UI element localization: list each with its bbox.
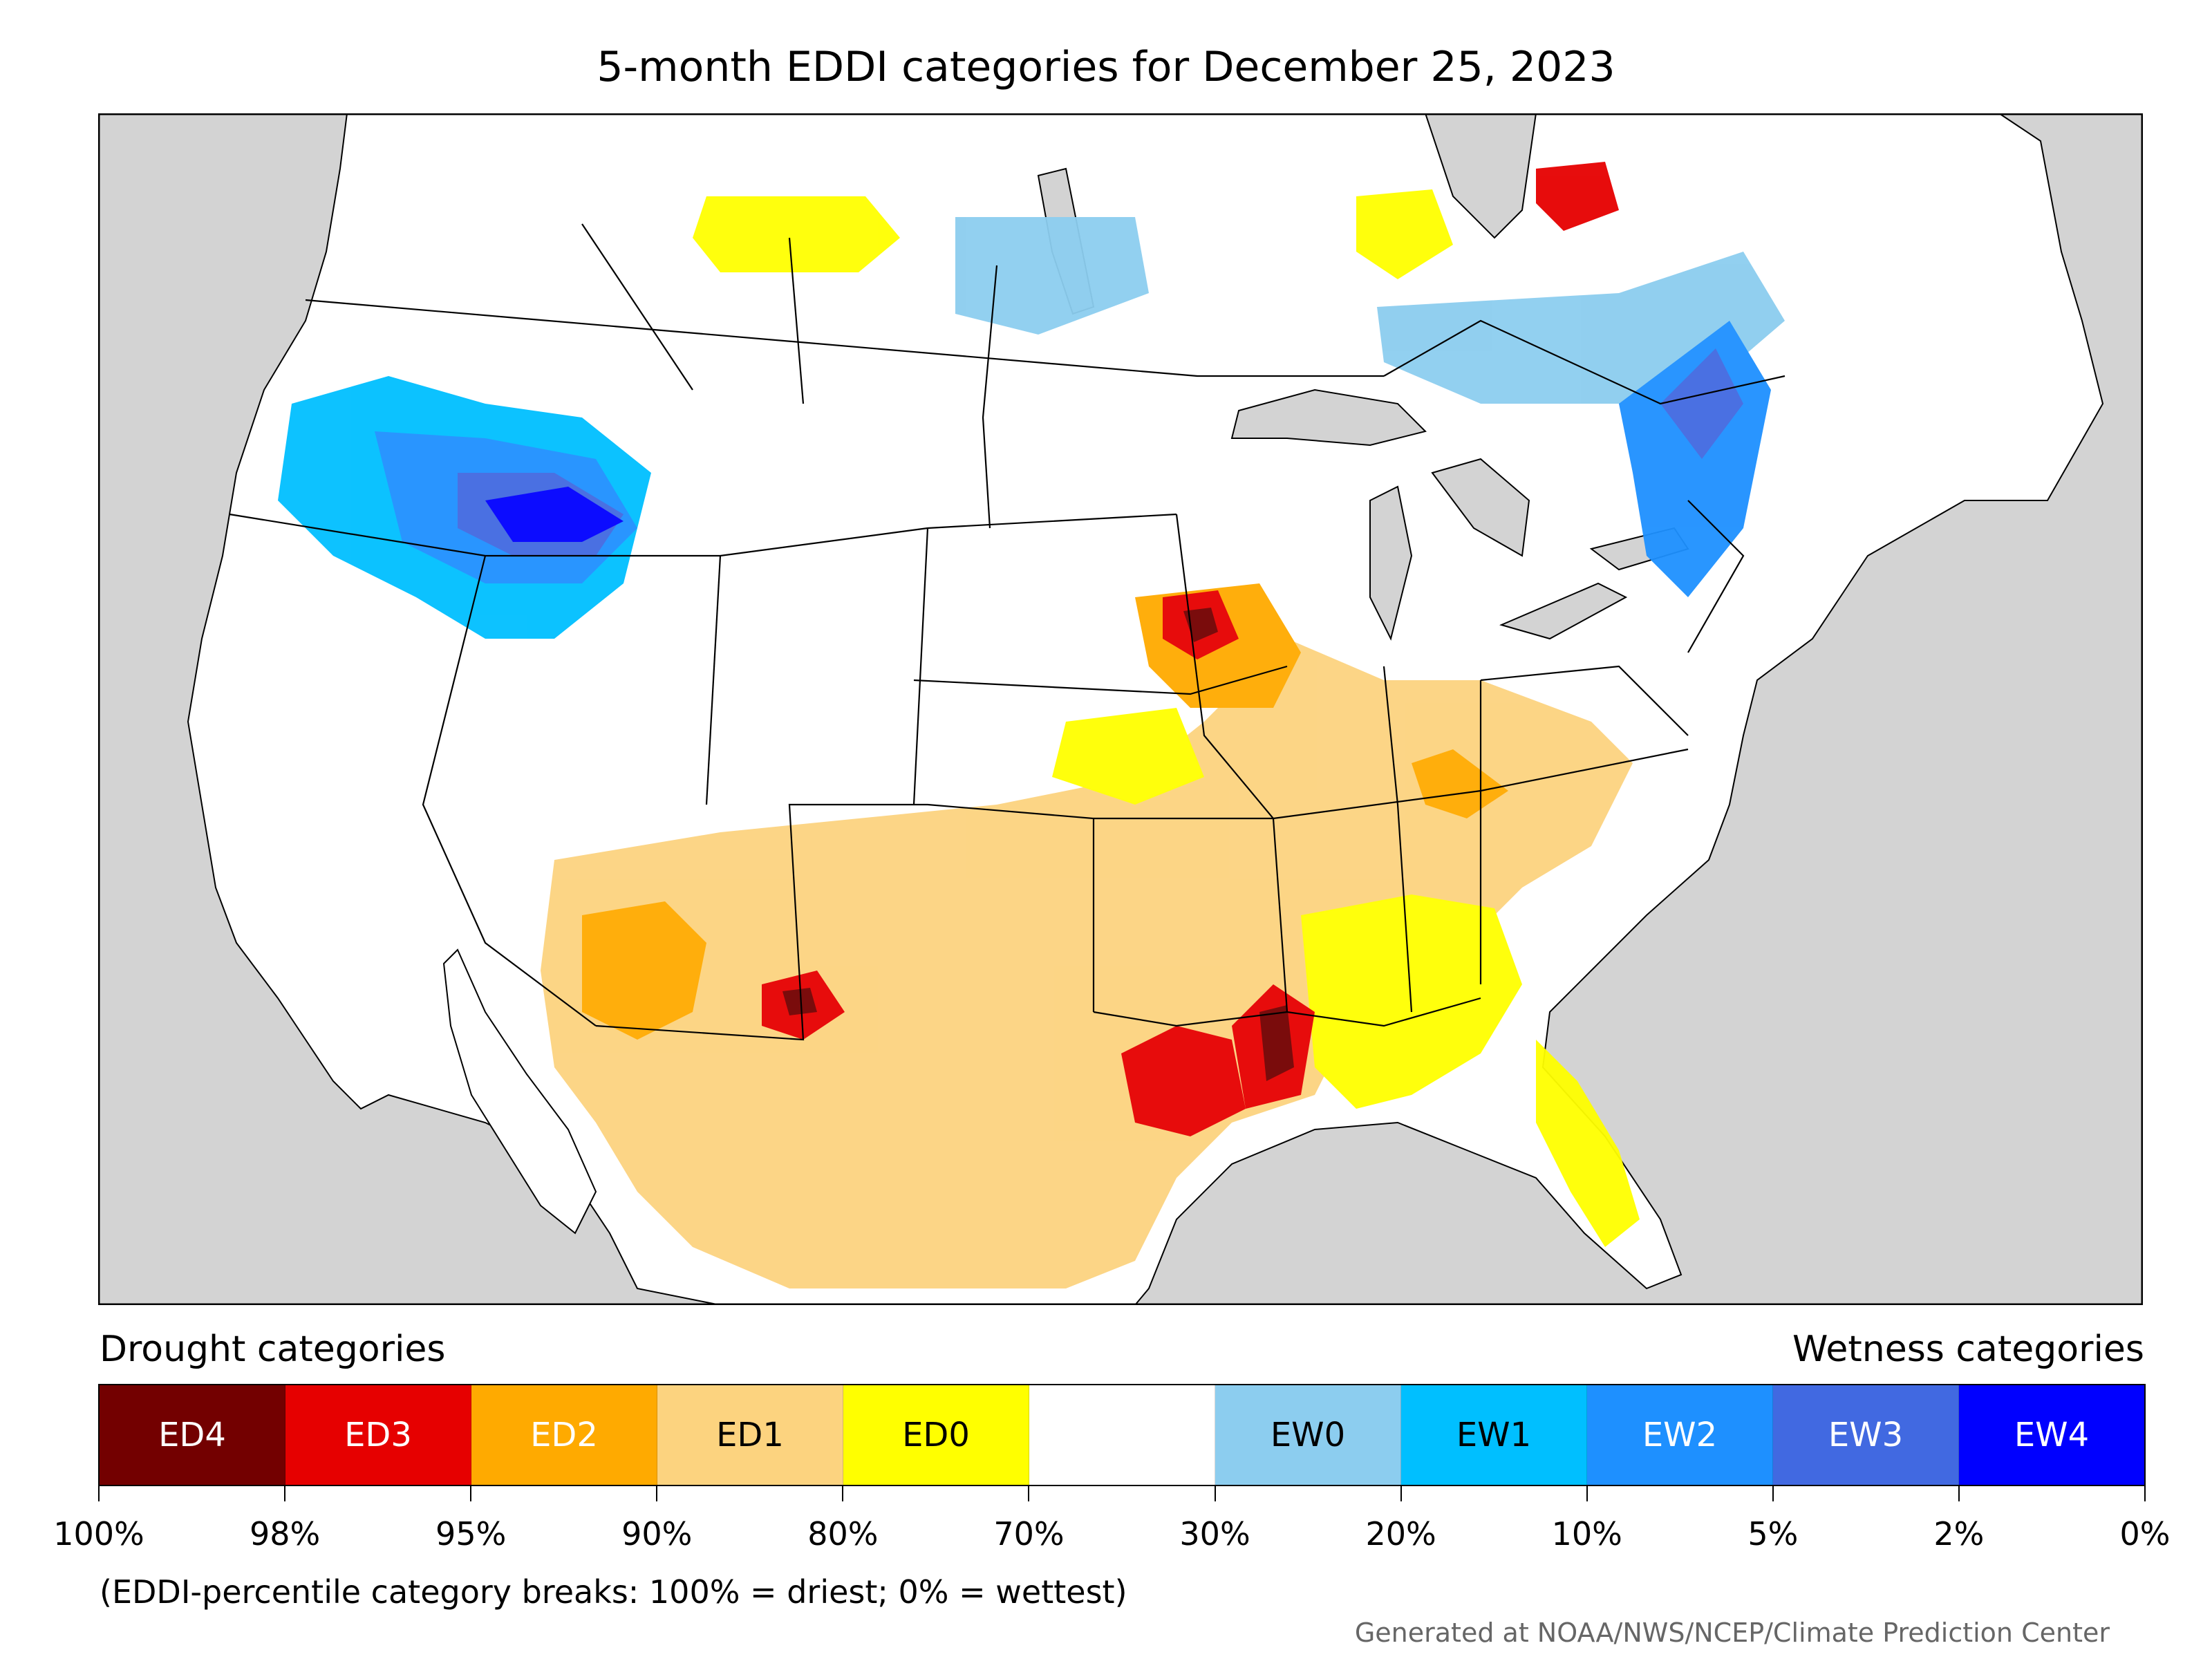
legend-cell-ew0: EW0 [1215,1385,1401,1485]
ed3-region-texas [1121,1026,1246,1136]
colorbar-tick [1028,1486,1030,1501]
ew4-region-idaho [485,487,624,542]
colorbar-tick [1586,1486,1588,1501]
legend-cell-ed3: ED3 [285,1385,471,1485]
legend-cell-ew1: EW1 [1401,1385,1587,1485]
colorbar-tick [284,1486,286,1501]
colorbar-ticks [98,1486,2146,1507]
ed0-region-ontario [1356,189,1453,279]
ed1-region-south [541,639,1633,1288]
political-boundaries [229,223,1785,1041]
colorbar-tick [656,1486,658,1501]
colorbar-tick-label: 2% [1933,1515,1985,1553]
baja-california [442,948,597,1235]
category-fills [278,162,1785,1288]
wetness-categories-heading: Wetness categories [1792,1329,2144,1370]
colorbar-tick [1958,1486,1960,1501]
colorbar-tick-label: 95% [435,1515,507,1553]
legend-cell-neutral [1029,1385,1215,1485]
credit-line: Generated at NOAA/NWS/NCEP/Climate Predi… [1354,1618,2110,1648]
colorbar-tick-label: 98% [249,1515,321,1553]
colorbar-tick [470,1486,472,1501]
ed0-region-canada [693,196,900,272]
colorbar-tick [1400,1486,1402,1501]
legend-cell-ew2: EW2 [1587,1385,1773,1485]
category-breaks-note: (EDDI-percentile category breaks: 100% =… [100,1573,1127,1611]
legend-cell-ew3: EW3 [1773,1385,1959,1485]
colorbar-tick-label: 100% [53,1515,144,1553]
map-border [98,113,2143,1305]
ed4-region-newmexico [782,988,817,1015]
legend-cell-ed0: ED0 [843,1385,1029,1485]
ed4-region-louisiana [1259,1005,1294,1081]
ed2-region-ohio [1412,749,1508,818]
eddi-map [98,113,2143,1305]
colorbar-tick-label: 10% [1551,1515,1622,1553]
ed0-region-florida [1536,1040,1640,1247]
colorbar-tick [842,1486,844,1501]
ew3-region-new-england [1660,348,1743,459]
colorbar-tick [1772,1486,1774,1501]
colorbar-tick-label: 80% [807,1515,879,1553]
ew0-region-canada [955,217,1149,335]
colorbar-tick-label: 5% [1747,1515,1799,1553]
colorbar-tick-label: 20% [1365,1515,1436,1553]
colorbar-tick-label: 30% [1179,1515,1250,1553]
ed3-region-ontario [1536,162,1619,231]
colorbar-tick [2144,1486,2146,1501]
colorbar-tick [98,1486,100,1501]
ed0-region-plains [1052,708,1204,805]
colorbar-tick-label: 0% [2119,1515,2171,1553]
category-colorbar: ED4 ED3 ED2 ED1 ED0 EW0 EW1 EW2 EW3 EW4 [98,1384,2146,1486]
drought-categories-heading: Drought categories [100,1329,446,1370]
northern-waters [1424,113,1537,239]
colorbar-tick [1214,1486,1216,1501]
ed2-region-arizona [582,901,706,1040]
colorbar-tick-label: 90% [621,1515,693,1553]
legend-cell-ed2: ED2 [471,1385,657,1485]
great-lakes [1230,388,1689,641]
colorbar-tick-label: 70% [993,1515,1065,1553]
map-title: 5-month EDDI categories for December 25,… [597,43,1615,91]
legend-cell-ew4: EW4 [1959,1385,2144,1485]
legend-cell-ed1: ED1 [657,1385,843,1485]
legend-cell-ed4: ED4 [100,1385,285,1485]
